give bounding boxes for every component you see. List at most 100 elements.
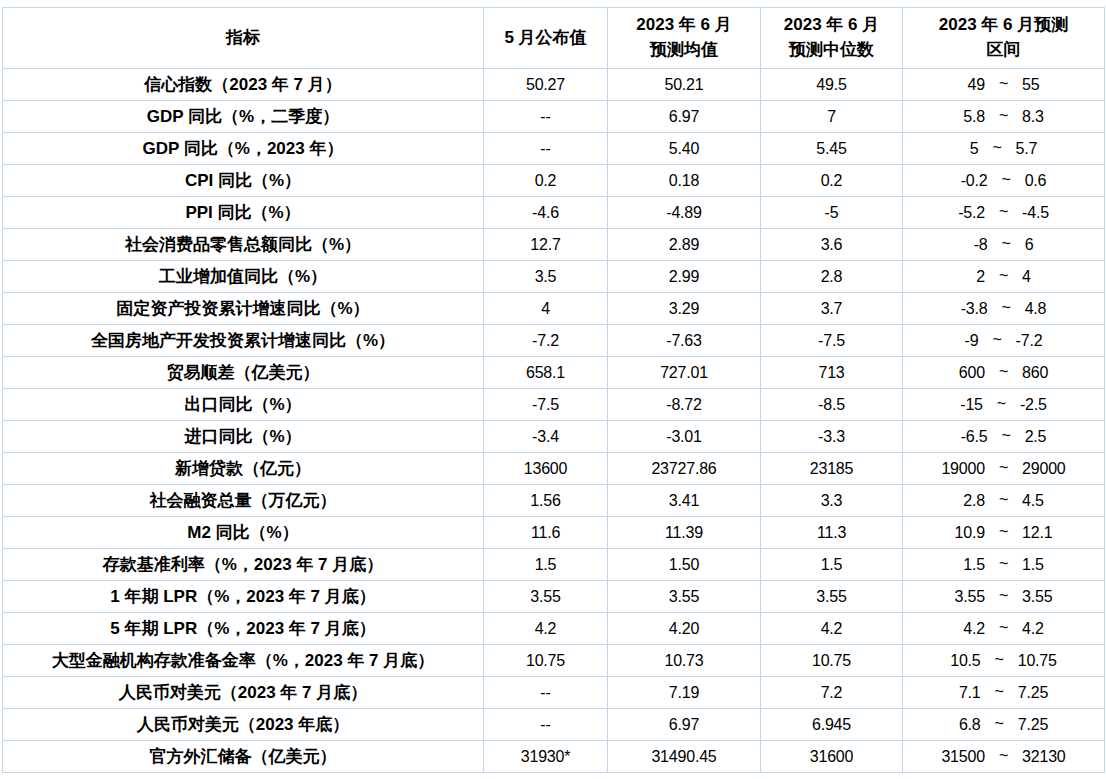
range-value: 2.8 ~ 4.5 — [963, 492, 1043, 510]
mean-value-cell: -7.63 — [608, 325, 761, 357]
range-max: 10.75 — [1018, 652, 1057, 670]
range-cell: 31500 ~ 32130 — [903, 741, 1105, 773]
indicator-cell: 信心指数（2023 年 7 月） — [3, 69, 484, 101]
range-tilde: ~ — [992, 139, 1001, 157]
table-row: 全国房地产开发投资累计增速同比（%） -7.2 -7.63 -7.5 -9 ~ … — [3, 325, 1105, 357]
col-header-line: 2023 年 6 月 — [610, 13, 758, 38]
table-header: 指标 5 月公布值 2023 年 6 月 预测均值 2023 年 6 月 预测中… — [3, 8, 1105, 69]
range-max: 32130 — [1022, 748, 1066, 766]
range-min: 2 — [976, 268, 985, 286]
table-row: 固定资产投资累计增速同比（%） 4 3.29 3.7 -3.8 ~ 4.8 — [3, 293, 1105, 325]
range-tilde: ~ — [999, 555, 1008, 573]
mean-value-cell: 5.40 — [608, 133, 761, 165]
may-value-cell: -- — [484, 133, 608, 165]
may-value-cell: -4.6 — [484, 197, 608, 229]
mean-value-cell: 6.97 — [608, 101, 761, 133]
range-min: 600 — [959, 364, 985, 382]
forecast-table: 指标 5 月公布值 2023 年 6 月 预测均值 2023 年 6 月 预测中… — [2, 7, 1105, 773]
range-value: 31500 ~ 32130 — [941, 748, 1065, 766]
indicator-cell: 贸易顺差（亿美元） — [3, 357, 484, 389]
mean-value-cell: -8.72 — [608, 389, 761, 421]
table-row: 信心指数（2023 年 7 月） 50.27 50.21 49.5 49 ~ 5… — [3, 69, 1105, 101]
mean-value-cell: 10.73 — [608, 645, 761, 677]
range-min: 4.2 — [963, 620, 985, 638]
range-min: 5.8 — [963, 108, 985, 126]
median-value-cell: -7.5 — [761, 325, 903, 357]
range-value: 1.5 ~ 1.5 — [963, 556, 1043, 574]
mean-value-cell: 3.29 — [608, 293, 761, 325]
table-row: 进口同比（%） -3.4 -3.01 -3.3 -6.5 ~ 2.5 — [3, 421, 1105, 453]
range-value: 3.55 ~ 3.55 — [955, 588, 1053, 606]
table-row: 贸易顺差（亿美元） 658.1 727.01 713 600 ~ 860 — [3, 357, 1105, 389]
range-cell: -5.2 ~ -4.5 — [903, 197, 1105, 229]
range-tilde: ~ — [999, 363, 1008, 381]
range-tilde: ~ — [1001, 171, 1010, 189]
range-tilde: ~ — [1001, 427, 1010, 445]
table-row: 5 年期 LPR（%，2023 年 7 月底） 4.2 4.20 4.2 4.2… — [3, 613, 1105, 645]
range-value: 10.9 ~ 12.1 — [955, 524, 1053, 542]
range-min: 6.8 — [959, 716, 981, 734]
range-min: 3.55 — [955, 588, 985, 606]
range-cell: -9 ~ -7.2 — [903, 325, 1105, 357]
range-max: -2.5 — [1020, 396, 1047, 414]
range-cell: -0.2 ~ 0.6 — [903, 165, 1105, 197]
range-min: 10.5 — [950, 652, 980, 670]
range-cell: 2 ~ 4 — [903, 261, 1105, 293]
range-tilde: ~ — [995, 683, 1004, 701]
range-min: 7.1 — [959, 684, 981, 702]
mean-value-cell: 727.01 — [608, 357, 761, 389]
median-value-cell: -8.5 — [761, 389, 903, 421]
range-cell: 6.8 ~ 7.25 — [903, 709, 1105, 741]
range-max: 8.3 — [1022, 108, 1044, 126]
range-min: 1.5 — [963, 556, 985, 574]
median-value-cell: -5 — [761, 197, 903, 229]
range-cell: -15 ~ -2.5 — [903, 389, 1105, 421]
table-row: PPI 同比（%） -4.6 -4.89 -5 -5.2 ~ -4.5 — [3, 197, 1105, 229]
indicator-cell: 新增贷款（亿元） — [3, 453, 484, 485]
median-value-cell: -3.3 — [761, 421, 903, 453]
indicator-cell: 出口同比（%） — [3, 389, 484, 421]
may-value-cell: -3.4 — [484, 421, 608, 453]
may-value-cell: 4.2 — [484, 613, 608, 645]
range-value: -3.8 ~ 4.8 — [961, 300, 1047, 318]
median-value-cell: 23185 — [761, 453, 903, 485]
col-header-line: 指标 — [5, 26, 481, 51]
range-min: 2.8 — [963, 492, 985, 510]
indicator-cell: 社会消费品零售总额同比（%） — [3, 229, 484, 261]
may-value-cell: -7.2 — [484, 325, 608, 357]
indicator-cell: 社会融资总量（万亿元） — [3, 485, 484, 517]
col-header-line: 2023 年 6 月 — [763, 13, 900, 38]
range-max: 5.7 — [1016, 140, 1038, 158]
median-value-cell: 3.3 — [761, 485, 903, 517]
indicator-cell: 进口同比（%） — [3, 421, 484, 453]
range-value: 49 ~ 55 — [968, 76, 1040, 94]
range-cell: 5 ~ 5.7 — [903, 133, 1105, 165]
table-container: 指标 5 月公布值 2023 年 6 月 预测均值 2023 年 6 月 预测中… — [0, 0, 1106, 773]
col-header-forecast-range: 2023 年 6 月预测 区间 — [903, 8, 1105, 69]
indicator-cell: 全国房地产开发投资累计增速同比（%） — [3, 325, 484, 357]
range-tilde: ~ — [999, 75, 1008, 93]
range-tilde: ~ — [999, 267, 1008, 285]
indicator-cell: 固定资产投资累计增速同比（%） — [3, 293, 484, 325]
mean-value-cell: 4.20 — [608, 613, 761, 645]
col-header-line: 预测中位数 — [763, 38, 900, 63]
range-min: 19000 — [941, 460, 985, 478]
median-value-cell: 2.8 — [761, 261, 903, 293]
range-min: 5 — [970, 140, 979, 158]
mean-value-cell: 3.41 — [608, 485, 761, 517]
may-value-cell: -- — [484, 101, 608, 133]
range-cell: -6.5 ~ 2.5 — [903, 421, 1105, 453]
range-min: -6.5 — [961, 428, 988, 446]
table-row: 人民币对美元（2023 年 7 月底） -- 7.19 7.2 7.1 ~ 7.… — [3, 677, 1105, 709]
range-max: -7.2 — [1016, 332, 1043, 350]
range-tilde: ~ — [999, 587, 1008, 605]
range-cell: 600 ~ 860 — [903, 357, 1105, 389]
range-max: 860 — [1022, 364, 1048, 382]
indicator-cell: GDP 同比（%，2023 年） — [3, 133, 484, 165]
range-value: 10.5 ~ 10.75 — [950, 652, 1057, 670]
range-value: 600 ~ 860 — [959, 364, 1048, 382]
range-max: 4.2 — [1022, 620, 1044, 638]
range-value: 4.2 ~ 4.2 — [963, 620, 1043, 638]
range-min: 49 — [968, 76, 985, 94]
range-max: 55 — [1022, 76, 1039, 94]
